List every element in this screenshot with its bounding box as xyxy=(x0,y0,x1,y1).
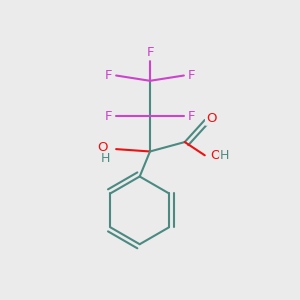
Text: O: O xyxy=(98,141,108,154)
Text: H: H xyxy=(100,152,110,165)
Text: H: H xyxy=(220,149,230,162)
Text: F: F xyxy=(105,110,112,123)
Text: F: F xyxy=(188,69,195,82)
Text: O: O xyxy=(210,149,220,162)
Text: F: F xyxy=(146,46,154,59)
Text: O: O xyxy=(206,112,217,125)
Text: F: F xyxy=(105,69,112,82)
Text: F: F xyxy=(188,110,195,123)
